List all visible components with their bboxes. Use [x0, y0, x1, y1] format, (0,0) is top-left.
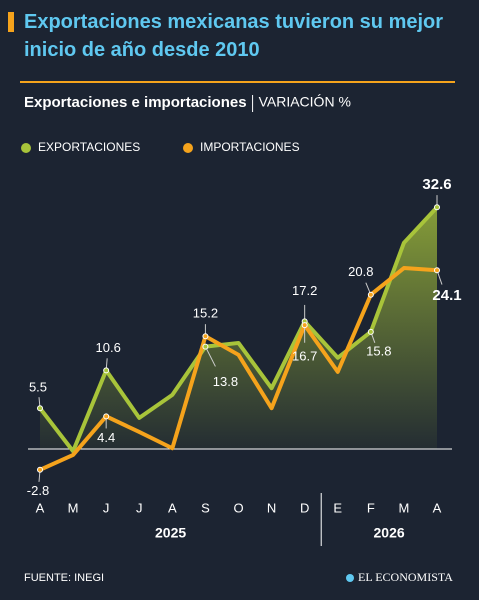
x-tick-label: F	[367, 500, 375, 515]
value-label: 4.4	[97, 430, 115, 445]
value-label: 16.7	[292, 349, 317, 364]
value-label: 13.8	[213, 374, 238, 389]
label-leader	[204, 346, 216, 367]
legend-label: IMPORTACIONES	[200, 140, 300, 154]
value-label: 15.8	[366, 343, 391, 358]
x-tick-label: O	[233, 500, 243, 515]
value-label: 5.5	[29, 380, 47, 395]
x-tick-label: A	[168, 500, 177, 515]
value-label: 24.1	[432, 287, 461, 304]
brand-icon	[346, 574, 354, 582]
x-tick-label: D	[300, 500, 309, 515]
subtitle: Exportaciones e importaciones	[24, 94, 247, 111]
x-tick-label: J	[136, 500, 143, 515]
x-tick-label: A	[433, 500, 442, 515]
legend-label: EXPORTACIONES	[38, 140, 140, 154]
title-marker	[8, 12, 14, 32]
year-label: 2026	[374, 525, 405, 541]
value-label: -2.8	[27, 483, 49, 498]
source: FUENTE: INEGI	[24, 572, 104, 584]
legend-swatch	[183, 143, 193, 153]
x-tick-label: M	[398, 500, 409, 515]
point	[434, 204, 440, 211]
x-tick-label: M	[68, 500, 79, 515]
value-label: 15.2	[193, 306, 218, 321]
point	[202, 343, 209, 350]
x-tick-label: S	[201, 500, 210, 515]
value-label: 10.6	[96, 340, 121, 355]
point	[37, 405, 43, 412]
year-label: 2025	[155, 525, 186, 541]
value-label: 20.8	[348, 264, 373, 279]
x-tick-label: E	[333, 500, 342, 515]
x-tick-label: N	[267, 500, 276, 515]
point	[367, 291, 374, 298]
point	[434, 267, 440, 274]
legend-swatch	[21, 143, 31, 153]
area	[40, 207, 437, 452]
point	[202, 333, 209, 340]
unit-label: VARIACIÓN %	[259, 94, 351, 110]
value-label: 32.6	[422, 176, 451, 193]
point	[367, 328, 374, 335]
point	[103, 367, 110, 374]
point	[301, 322, 308, 329]
point	[37, 466, 43, 473]
x-tick-label: A	[36, 500, 45, 515]
chart-title: Exportaciones mexicanas tuvieron su mejo…	[24, 11, 443, 61]
point	[103, 413, 110, 420]
x-tick-label: J	[103, 500, 110, 515]
value-label: 17.2	[292, 283, 317, 298]
brand: EL ECONOMISTA	[358, 570, 453, 584]
